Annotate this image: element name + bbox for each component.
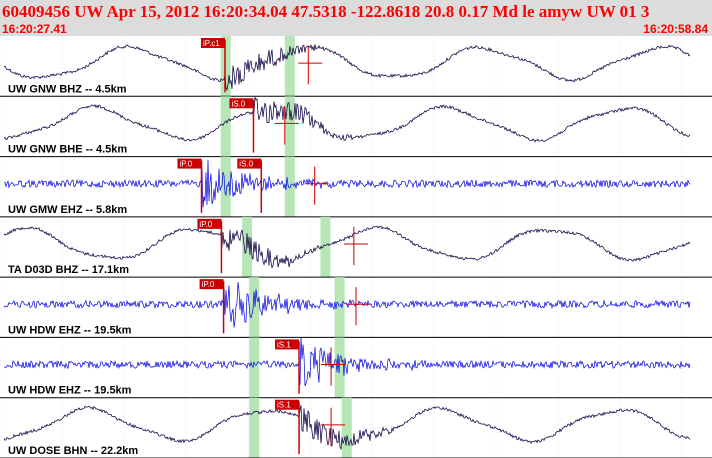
p-window-band (220, 96, 231, 157)
s-window-band (284, 156, 295, 217)
p-window-band (242, 216, 253, 278)
waveform-trace[interactable] (3, 405, 691, 451)
pick-label: iS.0 (239, 160, 253, 169)
waveform-trace[interactable] (3, 43, 691, 91)
waveform-trace[interactable] (4, 159, 691, 208)
event-header: 60409456 UW Apr 15, 2012 16:20:34.04 47.… (0, 0, 712, 36)
p-window-band (220, 156, 231, 217)
seismogram-svg[interactable]: iP.c1 UW GNW BHZ -- 4.5km iS.0 UW GNW BHE -… (0, 36, 712, 458)
p-window-band (249, 277, 260, 338)
pick-label: iS.1 (277, 340, 291, 349)
pick-label: iP.0 (179, 160, 192, 169)
s-window-band (341, 397, 352, 458)
pick-label: iP.0 (199, 220, 212, 229)
end-time: 16:20:58.84 (643, 22, 708, 36)
channel-label: UW HDW EHZ -- 19.5km (8, 385, 132, 397)
pick-flag[interactable] (199, 279, 224, 290)
waveform-trace[interactable] (3, 336, 691, 387)
channel-label: TA D03D BHZ -- 17.1km (8, 264, 129, 276)
channel-label: UW GNW BHZ -- 4.5km (8, 83, 127, 95)
s-window-band (284, 96, 295, 157)
pick-label: iS.1 (277, 401, 291, 410)
pick-flag[interactable] (177, 158, 202, 169)
waveform-trace[interactable] (3, 97, 691, 143)
p-window-band (249, 397, 260, 458)
pick-flag[interactable] (275, 339, 300, 350)
channel-label: UW GMW EHZ -- 5.8km (8, 204, 127, 216)
pick-flag[interactable] (200, 38, 225, 48)
pick-flag[interactable] (237, 158, 262, 169)
pick-flag[interactable] (275, 399, 300, 410)
s-window-band (284, 36, 295, 97)
waveform-trace[interactable] (3, 225, 691, 269)
p-window-band (249, 337, 260, 398)
seismogram-plot[interactable]: iP.c1 UW GNW BHZ -- 4.5km iS.0 UW GNW BHE -… (0, 36, 712, 458)
pick-label: iP.c1 (203, 39, 220, 48)
pick-flag[interactable] (229, 98, 254, 109)
channel-label: UW DOSE BHN -- 22.2km (8, 445, 138, 457)
s-window-band (320, 216, 331, 278)
pick-label: iP.0 (202, 280, 215, 289)
waveform-trace[interactable] (3, 281, 691, 328)
pick-flag[interactable] (197, 218, 222, 229)
start-time: 16:20:27.41 (2, 22, 67, 36)
event-title: 60409456 UW Apr 15, 2012 16:20:34.04 47.… (2, 2, 650, 21)
s-window-band (334, 277, 345, 338)
channel-label: UW HDW EHZ -- 19.5km (8, 324, 132, 336)
pick-label: iS.0 (231, 99, 245, 108)
channel-label: UW GNW BHE -- 4.5km (8, 144, 127, 156)
